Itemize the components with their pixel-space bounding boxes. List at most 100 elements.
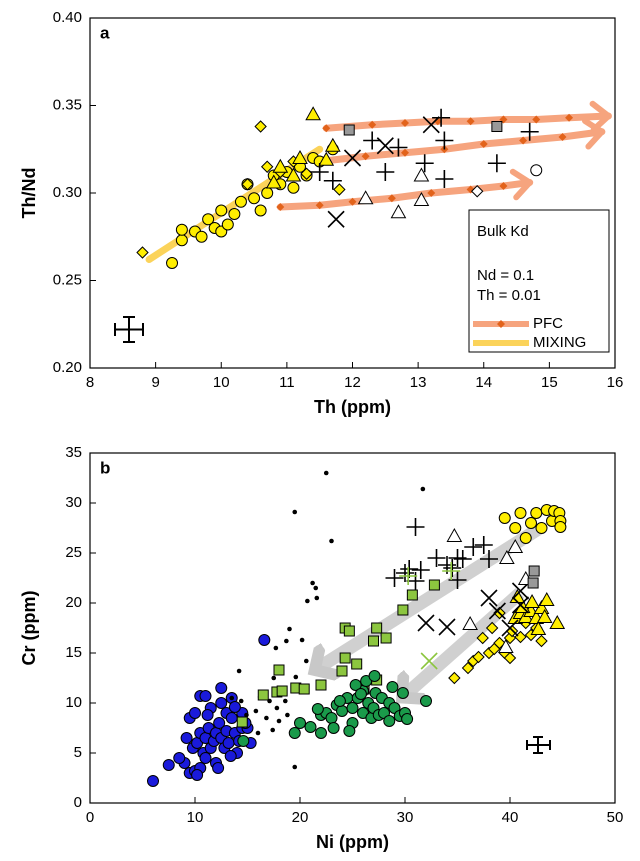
point [191, 769, 204, 781]
point [514, 630, 527, 644]
point [503, 651, 517, 665]
point [285, 167, 302, 182]
point [147, 775, 159, 787]
x-tick-label: 20 [292, 809, 309, 826]
point [470, 185, 484, 198]
point [253, 708, 259, 714]
panel-label: b [100, 458, 110, 477]
point [380, 632, 392, 644]
point [238, 698, 244, 704]
point [368, 120, 377, 129]
point [173, 752, 186, 764]
point [213, 717, 226, 729]
point [292, 764, 298, 770]
point [415, 154, 434, 173]
point [244, 712, 249, 718]
point [427, 189, 436, 197]
point [285, 712, 290, 718]
y-tick-label: 15 [65, 644, 82, 661]
point [519, 136, 528, 145]
point [276, 203, 285, 211]
point [234, 195, 247, 208]
point [387, 194, 396, 203]
point [530, 507, 543, 519]
x-tick-label: 30 [397, 809, 414, 826]
point [376, 163, 395, 181]
point [480, 589, 498, 607]
point [254, 120, 267, 133]
point [401, 148, 409, 157]
point [236, 668, 242, 674]
point [565, 113, 574, 122]
point [180, 732, 193, 744]
point [215, 204, 228, 217]
point [273, 645, 279, 651]
point [361, 152, 370, 161]
point [273, 664, 285, 676]
point [299, 637, 305, 643]
point [323, 470, 329, 476]
point [318, 151, 335, 166]
point [499, 182, 508, 190]
point [535, 522, 548, 534]
x-tick-label: 40 [502, 809, 519, 826]
point [464, 538, 483, 556]
point [532, 115, 541, 124]
point [527, 577, 539, 589]
point [406, 518, 425, 536]
point [189, 707, 201, 719]
point [349, 679, 362, 691]
point [221, 218, 234, 231]
point [525, 517, 537, 529]
point [530, 164, 543, 177]
point [427, 549, 446, 567]
point [343, 625, 355, 637]
point [368, 670, 381, 682]
point [276, 685, 288, 697]
point [325, 712, 338, 724]
point [284, 638, 289, 644]
point [241, 178, 254, 191]
legend: Bulk Kd Nd = 0.1 Th = 0.01 PFC MIXING [468, 209, 610, 353]
point [310, 580, 315, 586]
point [336, 705, 348, 717]
point [417, 614, 435, 632]
x-axis-label: Ni (ppm) [316, 832, 389, 852]
point [428, 579, 440, 591]
point [406, 572, 425, 590]
point [261, 187, 274, 199]
point [343, 725, 356, 737]
point [411, 561, 430, 579]
point [385, 569, 404, 587]
point [136, 246, 149, 259]
y-axis-label: Th/Nd [19, 168, 39, 219]
point [274, 705, 280, 711]
point [323, 171, 342, 190]
x-tick-label: 11 [279, 374, 295, 391]
point [472, 650, 485, 664]
point [315, 679, 327, 691]
panel-label: a [100, 23, 110, 42]
point [322, 124, 331, 133]
point [346, 702, 359, 714]
point [399, 567, 418, 585]
point [327, 210, 345, 228]
point [339, 652, 351, 664]
point [215, 697, 228, 709]
point [292, 509, 298, 515]
point [199, 690, 212, 702]
point [420, 652, 438, 670]
point [511, 582, 530, 600]
point [288, 727, 301, 739]
point [442, 562, 461, 580]
point [401, 713, 414, 725]
x-tick-label: 10 [213, 374, 230, 391]
point [474, 536, 493, 554]
y-axis-label: Cr (ppm) [19, 591, 39, 666]
point [507, 538, 524, 553]
point [225, 712, 238, 724]
point [371, 622, 383, 634]
point [201, 709, 214, 721]
point [311, 703, 324, 715]
y-tick-label: 5 [74, 744, 82, 761]
